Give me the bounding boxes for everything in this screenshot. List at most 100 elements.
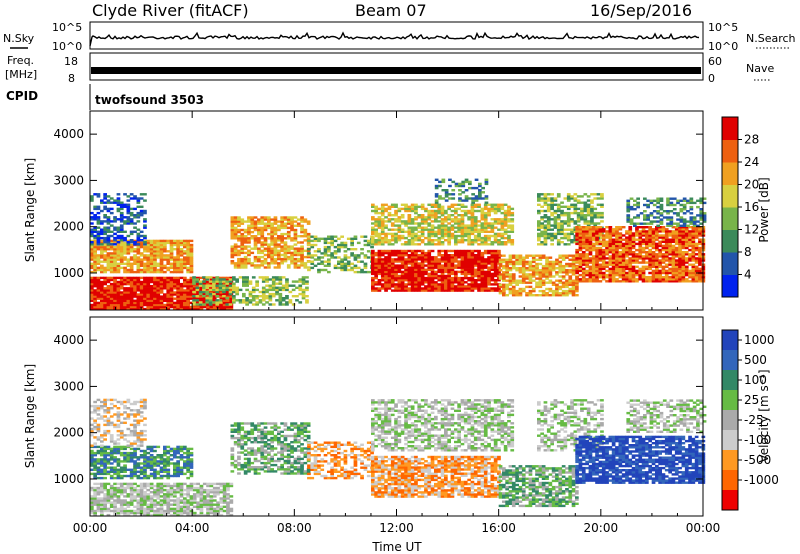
power-cell (251, 303, 256, 306)
power-cell (166, 239, 171, 243)
power-cell (407, 258, 412, 261)
power-cell (397, 226, 402, 229)
power-cell (242, 278, 246, 281)
power-cell (664, 232, 669, 235)
power-cell (618, 269, 623, 273)
power-cell (648, 232, 652, 235)
power-cell (394, 260, 398, 263)
power-cell (658, 228, 662, 231)
power-cell (605, 234, 609, 237)
power-cell (100, 239, 104, 243)
power-cell (183, 280, 187, 284)
power-cell (590, 209, 594, 213)
power-cell (461, 182, 466, 186)
power-cell (371, 283, 375, 286)
power-cell (380, 224, 385, 227)
power-cell (410, 232, 415, 236)
power-cell (232, 282, 236, 285)
power-cell (444, 264, 448, 267)
power-cell (414, 274, 418, 278)
power-cell (490, 258, 495, 261)
power-cell (153, 307, 157, 311)
power-cell (296, 247, 301, 250)
power-cell (380, 211, 385, 215)
power-cell (260, 264, 265, 267)
power-cell (153, 289, 157, 292)
power-cell (330, 237, 334, 240)
power-cell (179, 307, 184, 311)
power-cell (651, 242, 656, 246)
power-cell (535, 277, 539, 280)
power-cell (202, 299, 207, 302)
power-cell (460, 276, 465, 280)
power-cell (119, 297, 124, 300)
power-cell (427, 243, 432, 246)
power-cell (123, 299, 127, 302)
power-cell (543, 214, 548, 217)
power-cell (521, 277, 526, 280)
power-cell (113, 295, 117, 298)
power-cell (397, 264, 402, 267)
power-cell (645, 257, 649, 260)
power-cell (678, 238, 682, 241)
power-cell (628, 267, 633, 271)
power-cell (232, 290, 236, 294)
power-cell (100, 256, 104, 259)
power-cell (139, 276, 144, 280)
power-cell (493, 232, 498, 236)
power-cell (327, 258, 331, 261)
power-cell (558, 262, 563, 266)
power-cell (109, 285, 114, 288)
power-cell (126, 234, 131, 238)
power-cell (427, 209, 432, 213)
power-cell (525, 273, 529, 276)
power-cell (251, 295, 256, 298)
power-cell (414, 262, 418, 265)
power-cell (444, 218, 448, 221)
power-cell (437, 287, 442, 290)
power-cell (129, 289, 134, 292)
power-cell (374, 274, 378, 278)
power-cell (253, 245, 258, 248)
power-cell (556, 232, 561, 236)
power-cell (541, 283, 546, 286)
power-cell (371, 279, 375, 282)
power-cell (275, 286, 279, 289)
power-cell (371, 270, 375, 274)
power-cell (173, 307, 177, 311)
power-cell (330, 252, 334, 255)
power-cell (595, 240, 599, 243)
power-cell (528, 281, 533, 284)
power-cell (618, 265, 623, 268)
power-cell (661, 259, 666, 262)
power-cell (96, 262, 101, 265)
power-cell (113, 278, 117, 282)
power-cell (638, 242, 643, 246)
power-cell (427, 268, 432, 271)
power-cell (283, 222, 288, 225)
power-cell (451, 197, 456, 200)
power-cell (394, 279, 398, 282)
power-cell (166, 276, 171, 280)
power-cell (229, 289, 234, 292)
power-cell (410, 287, 415, 290)
power-cell (625, 242, 629, 246)
power-cell (363, 264, 368, 267)
power-cell (242, 292, 246, 296)
power-cell (387, 256, 392, 259)
power-cell (400, 289, 405, 292)
power-cell (179, 262, 184, 265)
power-cell (568, 258, 573, 261)
power-cell (434, 260, 438, 263)
power-cell (454, 236, 458, 240)
power-cell (585, 242, 589, 246)
power-cell (371, 276, 375, 280)
power-cell (106, 201, 111, 204)
power-cell (340, 243, 344, 247)
power-cell (454, 279, 458, 282)
power-cell (566, 211, 571, 215)
power-cell (387, 220, 392, 223)
power-cell (233, 218, 238, 221)
power-cell (681, 236, 686, 239)
power-cell (129, 245, 134, 249)
